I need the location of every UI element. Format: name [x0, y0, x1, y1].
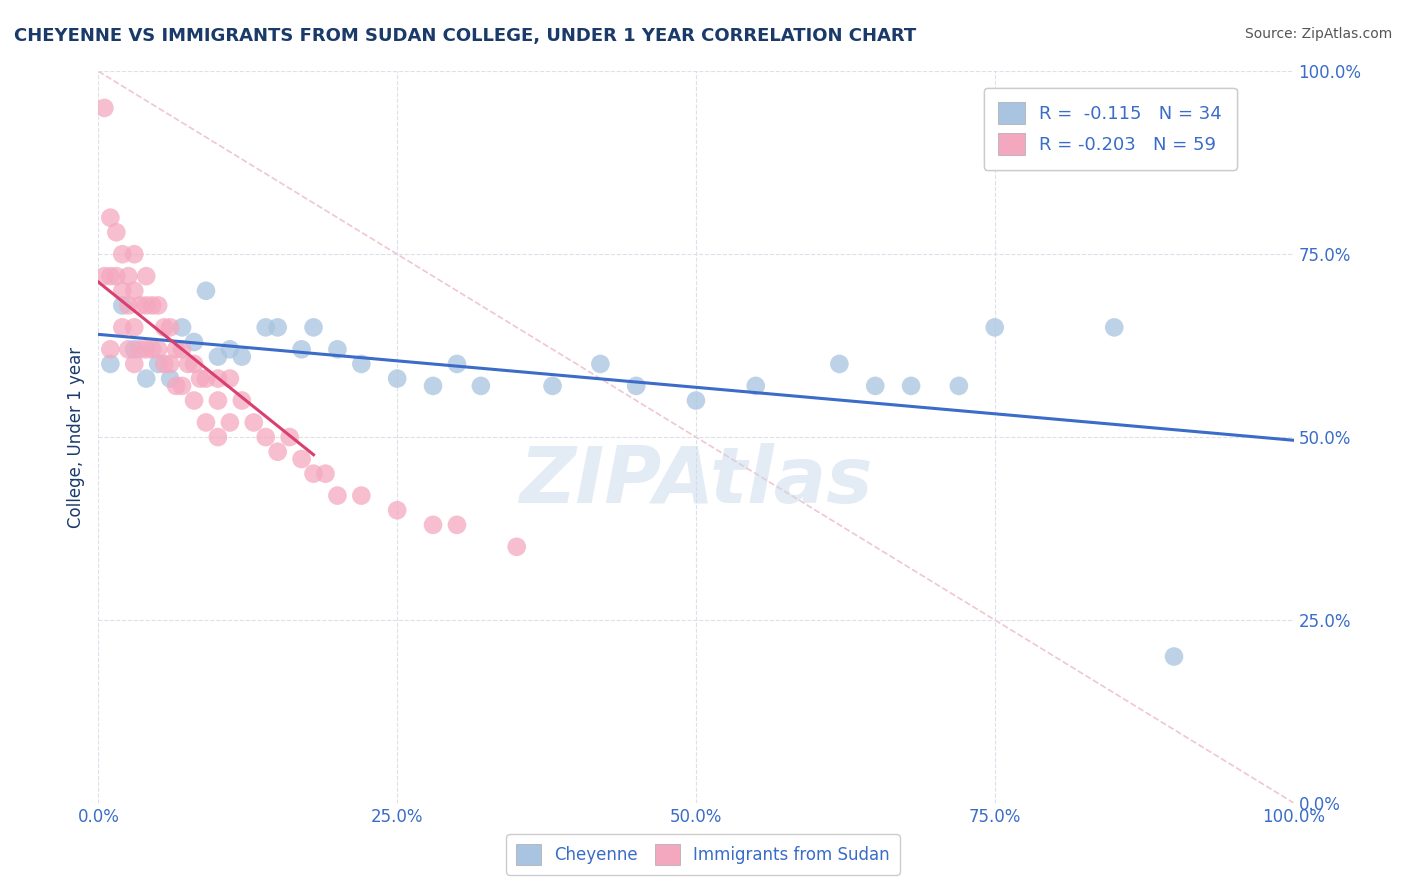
Point: [626, 379, 648, 393]
Point: [129, 343, 152, 357]
Point: [302, 320, 325, 334]
Point: [124, 357, 146, 371]
Point: [124, 284, 146, 298]
Point: [135, 298, 157, 312]
Point: [117, 343, 139, 357]
Point: [117, 269, 139, 284]
Point: [195, 284, 218, 298]
Point: [1163, 649, 1185, 664]
Point: [243, 416, 266, 430]
Point: [183, 393, 205, 408]
Point: [159, 320, 181, 334]
Point: [745, 379, 768, 393]
Point: [541, 379, 564, 393]
Point: [207, 371, 229, 385]
Point: [105, 225, 128, 239]
Point: [446, 357, 468, 371]
Point: [172, 343, 194, 357]
Point: [124, 247, 146, 261]
Point: [1104, 320, 1126, 334]
Point: [93, 101, 115, 115]
Point: [350, 489, 373, 503]
Point: [159, 357, 181, 371]
Point: [93, 269, 115, 284]
Text: Source: ZipAtlas.com: Source: ZipAtlas.com: [1244, 27, 1392, 41]
Point: [111, 247, 134, 261]
Point: [117, 298, 139, 312]
Point: [589, 357, 612, 371]
Point: [865, 379, 887, 393]
Point: [183, 334, 205, 349]
Point: [124, 320, 146, 334]
Point: [111, 298, 134, 312]
Point: [326, 343, 349, 357]
Point: [105, 269, 128, 284]
Point: [350, 357, 373, 371]
Point: [172, 320, 194, 334]
Point: [165, 343, 187, 357]
Point: [267, 444, 290, 458]
Point: [98, 357, 122, 371]
Point: [207, 350, 229, 364]
Point: [278, 430, 301, 444]
Point: [219, 416, 242, 430]
Point: [111, 284, 134, 298]
Text: CHEYENNE VS IMMIGRANTS FROM SUDAN COLLEGE, UNDER 1 YEAR CORRELATION CHART: CHEYENNE VS IMMIGRANTS FROM SUDAN COLLEG…: [14, 27, 917, 45]
Point: [141, 343, 163, 357]
Point: [291, 343, 314, 357]
Point: [188, 371, 211, 385]
Point: [98, 343, 122, 357]
Point: [422, 379, 444, 393]
Point: [183, 357, 205, 371]
Point: [98, 269, 122, 284]
Point: [219, 371, 242, 385]
Point: [135, 269, 157, 284]
Point: [385, 503, 409, 517]
Point: [148, 298, 170, 312]
Point: [948, 379, 970, 393]
Point: [135, 371, 157, 385]
Point: [165, 379, 187, 393]
Point: [385, 371, 409, 385]
Point: [422, 517, 444, 532]
Point: [195, 371, 218, 385]
Point: [195, 416, 218, 430]
Point: [153, 320, 176, 334]
Point: [506, 540, 529, 554]
Point: [177, 357, 200, 371]
Y-axis label: College, Under 1 year: College, Under 1 year: [66, 346, 84, 528]
Point: [135, 343, 157, 357]
Point: [231, 393, 253, 408]
Point: [326, 489, 349, 503]
Point: [111, 320, 134, 334]
Point: [124, 343, 146, 357]
Point: [446, 517, 468, 532]
Point: [141, 298, 163, 312]
Point: [267, 320, 290, 334]
Text: ZIPAtlas: ZIPAtlas: [519, 443, 873, 519]
Point: [984, 320, 1007, 334]
Point: [148, 343, 170, 357]
Legend: R =  -0.115   N = 34, R = -0.203   N = 59: R = -0.115 N = 34, R = -0.203 N = 59: [984, 87, 1237, 169]
Point: [685, 393, 707, 408]
Point: [129, 298, 152, 312]
Point: [98, 211, 122, 225]
Point: [315, 467, 337, 481]
Point: [470, 379, 492, 393]
Point: [148, 357, 170, 371]
Point: [900, 379, 922, 393]
Point: [219, 343, 242, 357]
Point: [254, 430, 277, 444]
Point: [302, 467, 325, 481]
Point: [254, 320, 277, 334]
Point: [172, 379, 194, 393]
Point: [207, 393, 229, 408]
Point: [231, 350, 253, 364]
Point: [828, 357, 851, 371]
Point: [153, 357, 176, 371]
Legend: Cheyenne, Immigrants from Sudan: Cheyenne, Immigrants from Sudan: [506, 834, 900, 875]
Point: [207, 430, 229, 444]
Point: [159, 371, 181, 385]
Point: [291, 452, 314, 467]
